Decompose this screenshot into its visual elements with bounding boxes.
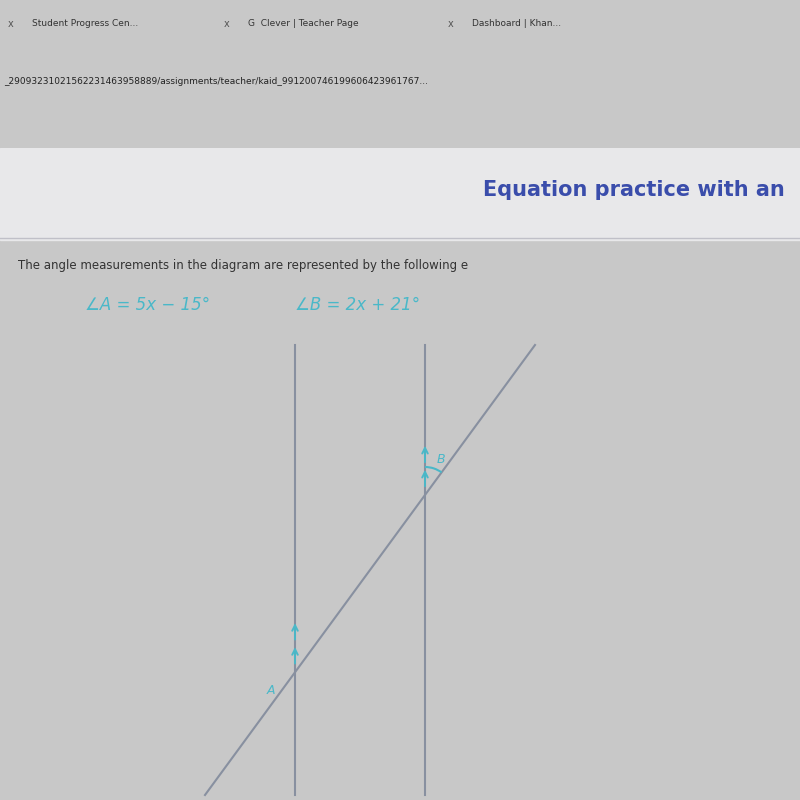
Text: G  Clever | Teacher Page: G Clever | Teacher Page — [248, 19, 358, 29]
Text: ∠B = 2x + 21°: ∠B = 2x + 21° — [295, 296, 420, 314]
Text: _29093231021562231463958889/assignments/teacher/kaid_991200746199606423961767...: _29093231021562231463958889/assignments/… — [4, 78, 428, 86]
Text: ∠A = 5x − 15°: ∠A = 5x − 15° — [85, 296, 210, 314]
Text: The angle measurements in the diagram are represented by the following e: The angle measurements in the diagram ar… — [18, 258, 468, 271]
Text: Equation practice with an: Equation practice with an — [483, 180, 785, 200]
Text: Dashboard | Khan...: Dashboard | Khan... — [472, 19, 561, 29]
Text: B: B — [437, 453, 446, 466]
Text: Student Progress Cen...: Student Progress Cen... — [32, 19, 138, 29]
Text: A: A — [267, 684, 275, 698]
Bar — [0, 148, 800, 240]
Text: x: x — [8, 19, 14, 29]
Text: x: x — [448, 19, 454, 29]
Text: x: x — [224, 19, 230, 29]
